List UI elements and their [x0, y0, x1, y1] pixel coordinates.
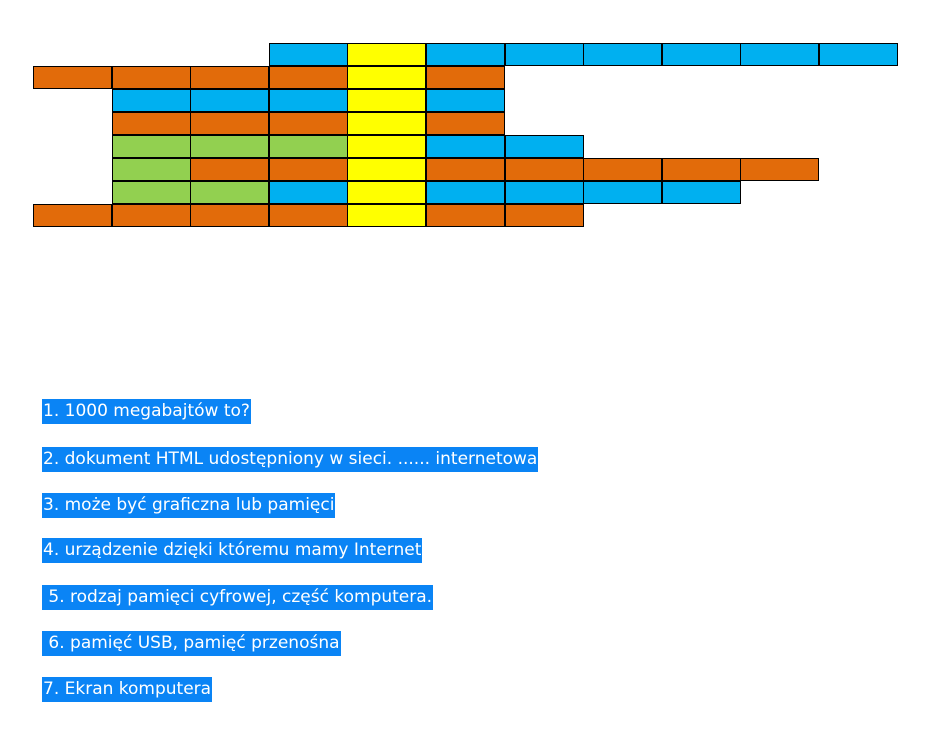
crossword-cell[interactable] — [112, 89, 191, 112]
crossword-cell[interactable] — [505, 43, 584, 66]
crossword-cell[interactable] — [269, 43, 348, 66]
crossword-key-cell[interactable] — [347, 43, 426, 66]
crossword-grid — [0, 0, 944, 240]
crossword-key-cell[interactable] — [347, 89, 426, 112]
crossword-cell[interactable] — [583, 181, 662, 204]
crossword-cell[interactable] — [190, 89, 269, 112]
crossword-cell[interactable] — [269, 135, 348, 158]
crossword-cell[interactable] — [190, 135, 269, 158]
crossword-cell[interactable] — [740, 43, 819, 66]
clue-2: 2. dokument HTML udostępniony w sieci. .… — [42, 447, 539, 472]
crossword-cell[interactable] — [112, 204, 191, 227]
crossword-key-cell[interactable] — [347, 158, 426, 181]
clue-1: 1. 1000 megabajtów to? — [42, 399, 251, 424]
crossword-cell[interactable] — [505, 135, 584, 158]
crossword-cell[interactable] — [190, 181, 269, 204]
clue-3: 3. może być graficzna lub pamięci — [42, 493, 336, 518]
crossword-cell[interactable] — [505, 204, 584, 227]
crossword-cell[interactable] — [269, 158, 348, 181]
crossword-cell[interactable] — [505, 181, 584, 204]
crossword-cell[interactable] — [740, 158, 819, 181]
crossword-cell[interactable] — [426, 89, 505, 112]
crossword-cell[interactable] — [190, 112, 269, 135]
crossword-cell[interactable] — [190, 158, 269, 181]
crossword-cell[interactable] — [190, 204, 269, 227]
crossword-cell[interactable] — [112, 135, 191, 158]
crossword-key-cell[interactable] — [347, 135, 426, 158]
clue-6: 6. pamięć USB, pamięć przenośna — [42, 631, 341, 656]
clue-5: 5. rodzaj pamięci cyfrowej, część komput… — [42, 585, 434, 610]
crossword-cell[interactable] — [269, 181, 348, 204]
crossword-cell[interactable] — [426, 158, 505, 181]
crossword-cell[interactable] — [269, 89, 348, 112]
crossword-cell[interactable] — [583, 43, 662, 66]
crossword-cell[interactable] — [112, 66, 191, 89]
crossword-cell[interactable] — [819, 43, 898, 66]
crossword-cell[interactable] — [426, 112, 505, 135]
crossword-cell[interactable] — [190, 66, 269, 89]
crossword-cell[interactable] — [426, 204, 505, 227]
crossword-cell[interactable] — [112, 112, 191, 135]
crossword-cell[interactable] — [426, 66, 505, 89]
crossword-cell[interactable] — [112, 181, 191, 204]
crossword-cell[interactable] — [662, 43, 741, 66]
crossword-cell[interactable] — [662, 158, 741, 181]
crossword-key-cell[interactable] — [347, 204, 426, 227]
crossword-cell[interactable] — [112, 158, 191, 181]
crossword-cell[interactable] — [33, 66, 112, 89]
crossword-cell[interactable] — [269, 66, 348, 89]
crossword-cell[interactable] — [426, 43, 505, 66]
crossword-cell[interactable] — [426, 181, 505, 204]
clue-4: 4. urządzenie dzięki któremu mamy Intern… — [42, 538, 423, 563]
crossword-key-cell[interactable] — [347, 112, 426, 135]
crossword-key-cell[interactable] — [347, 66, 426, 89]
crossword-key-cell[interactable] — [347, 181, 426, 204]
clue-7: 7. Ekran komputera — [42, 677, 213, 702]
crossword-cell[interactable] — [269, 112, 348, 135]
crossword-cell[interactable] — [583, 158, 662, 181]
crossword-cell[interactable] — [269, 204, 348, 227]
crossword-cell[interactable] — [505, 158, 584, 181]
crossword-cell[interactable] — [426, 135, 505, 158]
crossword-cell[interactable] — [33, 204, 112, 227]
crossword-cell[interactable] — [662, 181, 741, 204]
